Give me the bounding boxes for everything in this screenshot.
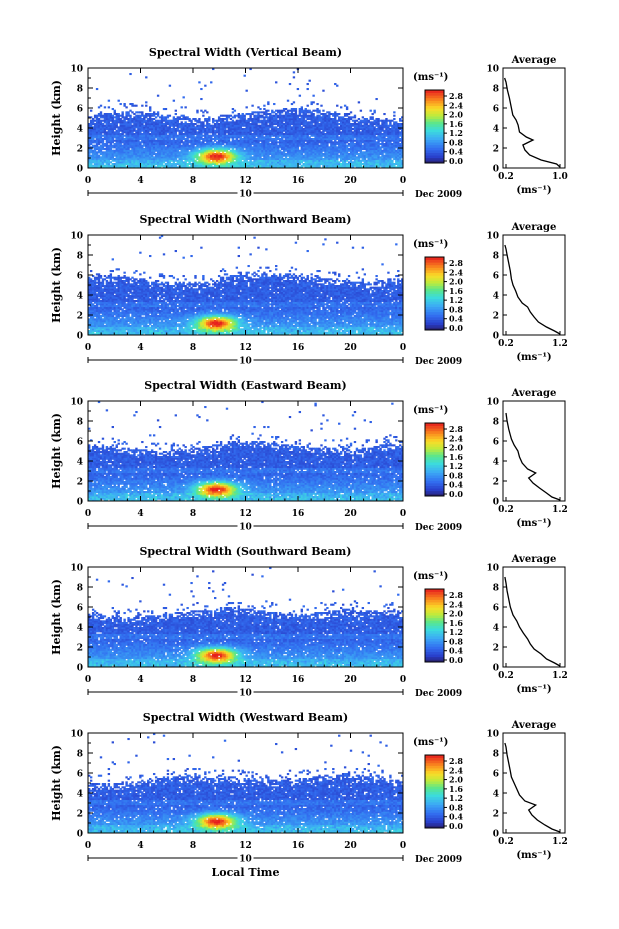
heatmap-cell [157,95,159,97]
figure: Spectral Width (Vertical Beam)0246810Hei… [0,0,619,929]
heatmap-cell [173,100,175,102]
heatmap-cell [149,106,151,108]
heatmap-cell [114,110,116,112]
heatmap-cell [125,106,127,108]
panel-1: Spectral Width (Vertical Beam)0246810Hei… [50,46,568,200]
heatmap-cell [145,76,147,78]
heatmap-cell [120,103,122,105]
heatmap-cell [145,105,147,107]
heatmap-cell [135,105,137,107]
heatmap-cell [157,111,159,113]
heatmap [88,68,403,168]
heatmap-cell [108,100,110,102]
heatmap-cell [96,88,98,90]
heatmap-cell [175,110,177,112]
heatmap-cell [121,111,123,113]
heatmap-cell [165,108,167,110]
heatmap-cell [100,105,102,107]
heatmap-cell [108,106,110,108]
heatmap-cell [118,100,120,102]
heatmap-cell [175,113,177,115]
heatmap-cell [100,111,102,113]
heatmap-cell [104,106,106,108]
heatmap-cell [123,103,125,105]
heatmap-cell [129,73,131,75]
heatmap-cell [129,115,131,117]
heatmap-cell [141,105,143,107]
heatmap-cell [181,106,183,108]
heatmap-cell [183,96,185,98]
heatmap-cell [145,101,147,103]
panel-title: Spectral Width (Vertical Beam) [149,46,342,59]
heatmap-cell [184,106,186,108]
heatmap-cell [90,110,92,112]
heatmap-cell [169,85,171,87]
heatmap-cell [141,111,143,113]
heatmap-cell [169,115,171,117]
